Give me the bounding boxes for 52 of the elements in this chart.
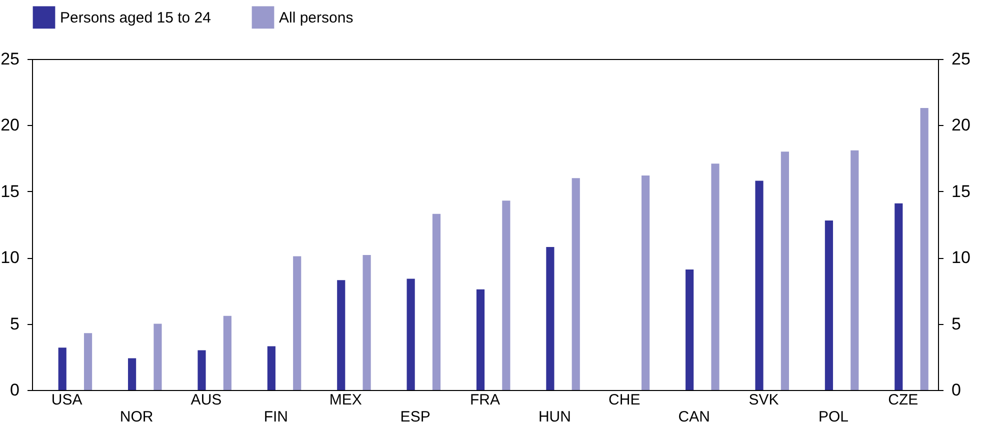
bar <box>84 333 92 390</box>
y2-tick-label: 20 <box>952 116 970 135</box>
x-tick-label: POL <box>818 408 848 426</box>
x-tick-label: SVK <box>748 392 779 408</box>
legend-label: Persons aged 15 to 24 <box>60 9 211 26</box>
bar <box>58 348 66 390</box>
bar <box>502 200 510 390</box>
x-tick-label: USA <box>51 392 82 408</box>
y-tick-label: 10 <box>0 248 20 268</box>
x-tick-label: CHE <box>608 392 640 408</box>
bar <box>337 280 346 390</box>
x-tick-label: FIN <box>264 408 288 426</box>
y-tick-label: 0 <box>10 380 20 400</box>
y-tick-label: 5 <box>10 314 20 334</box>
y2-tick-label: 0 <box>952 380 961 400</box>
bar <box>154 324 162 390</box>
x-tick-label: HUN <box>538 408 571 426</box>
bar <box>476 289 485 390</box>
bar <box>642 176 650 390</box>
y-tick-label: 15 <box>0 182 20 201</box>
y-tick-label: 20 <box>0 116 20 135</box>
bar <box>850 150 859 390</box>
x-tick-label: CAN <box>678 408 710 426</box>
bar <box>432 214 441 390</box>
bar <box>362 254 371 390</box>
x-tick-label: MEX <box>329 392 362 408</box>
bar <box>293 256 302 390</box>
bar <box>198 350 206 390</box>
x-tick-label: CZE <box>888 392 918 408</box>
bar <box>406 278 415 390</box>
bar <box>920 108 928 390</box>
bar <box>711 164 720 390</box>
x-tick-label: FRA <box>470 392 500 408</box>
bar <box>686 270 694 390</box>
y-tick-label: 25 <box>0 50 20 68</box>
bar <box>780 152 789 390</box>
bar <box>128 358 136 390</box>
y2-tick-label: 15 <box>952 182 970 201</box>
y2-tick-label: 5 <box>952 314 961 334</box>
x-tick-label: NOR <box>120 408 154 426</box>
y2-tick-label: 25 <box>952 50 970 68</box>
y2-tick-label: 10 <box>952 248 970 268</box>
bar <box>546 247 554 390</box>
legend-label: All persons <box>279 9 354 26</box>
x-tick-label: ESP <box>400 408 430 426</box>
bar <box>572 178 580 390</box>
bar <box>755 180 764 390</box>
bar <box>267 346 276 390</box>
bar <box>223 316 232 390</box>
bar <box>824 220 834 390</box>
x-tick-label: AUS <box>190 392 222 408</box>
bar <box>894 203 903 390</box>
